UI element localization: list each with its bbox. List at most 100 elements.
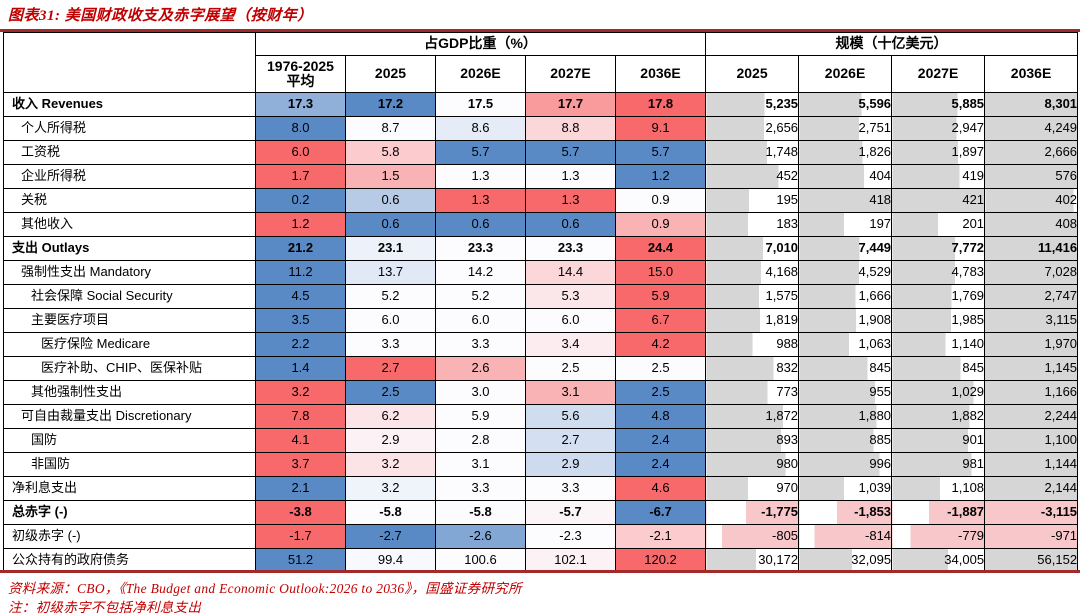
scale-cell: 1,882 — [891, 404, 986, 429]
gdp-share-cell: 5.3 — [525, 284, 616, 309]
gdp-share-cell: 3.1 — [525, 380, 616, 405]
gdp-share-cell: 2.6 — [435, 356, 526, 381]
scale-cell: 56,152 — [984, 548, 1079, 573]
scale-cell: 1,908 — [798, 308, 893, 333]
scale-cell: 7,772 — [891, 236, 986, 261]
gdp-share-cell: -5.7 — [525, 500, 616, 525]
scale-cell: 5,235 — [705, 92, 800, 117]
scale-cell: 1,145 — [984, 356, 1079, 381]
scale-cell: 1,769 — [891, 284, 986, 309]
scale-cell: 845 — [798, 356, 893, 381]
gdp-share-cell: 0.6 — [525, 212, 616, 237]
table-row: 总赤字 (-) -3.8 -5.8 -5.8 -5.7 -6.7 -1,775 -1,853-… — [3, 500, 1079, 525]
scale-cell: 970 — [705, 476, 800, 501]
gdp-share-cell: 2.5 — [345, 380, 436, 405]
gdp-share-cell: 17.7 — [525, 92, 616, 117]
scale-cell: 832 — [705, 356, 800, 381]
gdp-share-cell: 1.4 — [255, 356, 346, 381]
scale-cell: -1,775 — [705, 500, 800, 525]
gdp-share-cell: 0.6 — [345, 212, 436, 237]
scale-cell: 1,108 — [891, 476, 986, 501]
table-row: 医疗保险 Medicare 2.2 3.3 3.3 3.4 4.2 988 1,063 1,14… — [3, 332, 1079, 357]
table-row: 主要医疗项目 3.5 6.0 6.0 6.0 6.7 1,819 1,908 1,985 3,11… — [3, 308, 1079, 333]
col-header-2026E: 2026E — [798, 55, 893, 93]
gdp-share-cell: 1.5 — [345, 164, 436, 189]
scale-cell: 1,144 — [984, 452, 1079, 477]
gdp-share-cell: 5.9 — [614, 284, 707, 309]
col-header-1976-2025-平均: 1976-2025 平均 — [255, 55, 346, 93]
table-row: 关税 0.2 0.6 1.3 1.3 0.9 195 418 421 402 — [3, 188, 1079, 213]
gdp-share-cell: 1.3 — [435, 164, 526, 189]
gdp-share-cell: 3.1 — [435, 452, 526, 477]
scale-cell: 4,168 — [705, 260, 800, 285]
scale-cell: 893 — [705, 428, 800, 453]
scale-cell: 1,819 — [705, 308, 800, 333]
row-label: 收入 Revenues — [3, 92, 256, 117]
gdp-share-cell: -5.8 — [345, 500, 436, 525]
row-label: 支出 Outlays — [3, 236, 256, 261]
gdp-share-cell: 51.2 — [255, 548, 346, 573]
gdp-share-cell: 2.4 — [614, 452, 707, 477]
scale-cell: 1,826 — [798, 140, 893, 165]
group-header-row: 占GDP比重（%） 规模（十亿美元） — [3, 32, 1079, 93]
gdp-share-cell: 6.0 — [255, 140, 346, 165]
scale-cell: 5,885 — [891, 92, 986, 117]
scale-cell: 1,872 — [705, 404, 800, 429]
gdp-share-cell: 0.2 — [255, 188, 346, 213]
gdp-share-cell: 17.8 — [614, 92, 707, 117]
gdp-share-cell: 1.3 — [525, 188, 616, 213]
gdp-share-cell: -2.6 — [435, 524, 526, 549]
table-row: 收入 Revenues 17.3 17.2 17.5 17.7 17.8 5,235 5,59… — [3, 92, 1079, 117]
gdp-share-cell: 14.4 — [525, 260, 616, 285]
gdp-share-cell: 0.9 — [614, 212, 707, 237]
row-label: 个人所得税 — [3, 116, 256, 141]
scale-cell: 1,166 — [984, 380, 1079, 405]
table-row: 净利息支出 2.1 3.2 3.3 3.3 4.6 970 1,039 1,108 2,144 — [3, 476, 1079, 501]
scale-cell: -3,115 — [984, 500, 1079, 525]
scale-cell: 996 — [798, 452, 893, 477]
scale-cell: 845 — [891, 356, 986, 381]
gdp-share-cell: 1.2 — [614, 164, 707, 189]
row-label: 可自由裁量支出 Discretionary — [3, 404, 256, 429]
gdp-share-cell: 0.6 — [435, 212, 526, 237]
gdp-share-cell: 23.3 — [435, 236, 526, 261]
gdp-share-cell: 4.6 — [614, 476, 707, 501]
table-row: 非国防 3.7 3.2 3.1 2.9 2.4 980 996 981 1,144 — [3, 452, 1079, 477]
gdp-share-cell: 8.8 — [525, 116, 616, 141]
gdp-share-cell: 2.8 — [435, 428, 526, 453]
gdp-share-cell: 120.2 — [614, 548, 707, 573]
row-label: 净利息支出 — [3, 476, 256, 501]
gdp-share-cell: 8.6 — [435, 116, 526, 141]
table-row: 可自由裁量支出 Discretionary 7.8 6.2 5.9 5.6 4.8 1,87… — [3, 404, 1079, 429]
gdp-share-cell: 2.5 — [614, 356, 707, 381]
scale-cell: 1,970 — [984, 332, 1079, 357]
gdp-share-cell: 17.3 — [255, 92, 346, 117]
row-label: 公众持有的政府债务 — [3, 548, 256, 573]
gdp-share-cell: 3.2 — [345, 452, 436, 477]
scale-cell: 2,747 — [984, 284, 1079, 309]
gdp-share-cell: 8.0 — [255, 116, 346, 141]
scale-cell: 32,095 — [798, 548, 893, 573]
gdp-share-cell: 23.1 — [345, 236, 436, 261]
gdp-share-cell: 1.3 — [525, 164, 616, 189]
gdp-share-cell: 4.5 — [255, 284, 346, 309]
gdp-share-cell: 5.6 — [525, 404, 616, 429]
group-header-gdp-share: 占GDP比重（%） — [254, 32, 707, 56]
scale-cell: 1,666 — [798, 284, 893, 309]
gdp-share-cell: 3.5 — [255, 308, 346, 333]
gdp-share-cell: -1.7 — [255, 524, 346, 549]
col-header-2025: 2025 — [705, 55, 800, 93]
gdp-share-cell: 5.9 — [435, 404, 526, 429]
row-label: 初级赤字 (-) — [3, 524, 256, 549]
scale-cell: 2,751 — [798, 116, 893, 141]
source-note: 资料来源：CBO，《The Budget and Economic Outloo… — [8, 581, 522, 596]
gdp-share-cell: 99.4 — [345, 548, 436, 573]
col-header-2026E: 2026E — [435, 55, 526, 93]
gdp-share-cell: 5.2 — [435, 284, 526, 309]
scale-cell: 11,416 — [984, 236, 1079, 261]
bottom-divider-rule — [0, 570, 1080, 573]
scale-cell: 1,140 — [891, 332, 986, 357]
row-label: 企业所得税 — [3, 164, 256, 189]
scale-cell: 1,029 — [891, 380, 986, 405]
gdp-share-cell: 13.7 — [345, 260, 436, 285]
